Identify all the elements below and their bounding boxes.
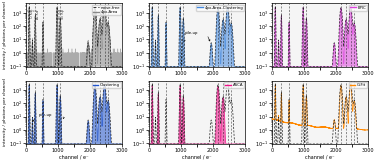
Y-axis label: intensity / photons per channel: intensity / photons per channel: [3, 78, 8, 146]
Legend: G-Fit: G-Fit: [349, 82, 367, 88]
Text: Sc Kβ: Sc Kβ: [61, 9, 65, 19]
Text: Cu Kα: Cu Kα: [95, 9, 99, 20]
Text: O Kα: O Kα: [30, 9, 34, 18]
Text: pile-up: pile-up: [33, 113, 52, 121]
Legend: EPIC: EPIC: [349, 5, 367, 11]
Text: noise: noise: [26, 9, 37, 13]
Text: pile-up: pile-up: [184, 31, 198, 41]
Legend: ASCA: ASCA: [224, 82, 244, 88]
Legend: 4px-Area-Clustering: 4px-Area-Clustering: [196, 5, 244, 11]
Text: Al Kα: Al Kα: [36, 9, 40, 19]
Text: Sc Kα: Sc Kα: [57, 9, 62, 19]
Legend: Clustering: Clustering: [92, 82, 121, 88]
X-axis label: channel / e⁻: channel / e⁻: [305, 155, 335, 160]
Y-axis label: intensity / photons per channel: intensity / photons per channel: [3, 1, 8, 69]
X-axis label: channel / e⁻: channel / e⁻: [182, 155, 212, 160]
X-axis label: channel / e⁻: channel / e⁻: [59, 155, 89, 160]
Text: Cu Kβ: Cu Kβ: [101, 9, 105, 20]
Legend: noise-free, 4px-Area: noise-free, 4px-Area: [92, 5, 121, 15]
